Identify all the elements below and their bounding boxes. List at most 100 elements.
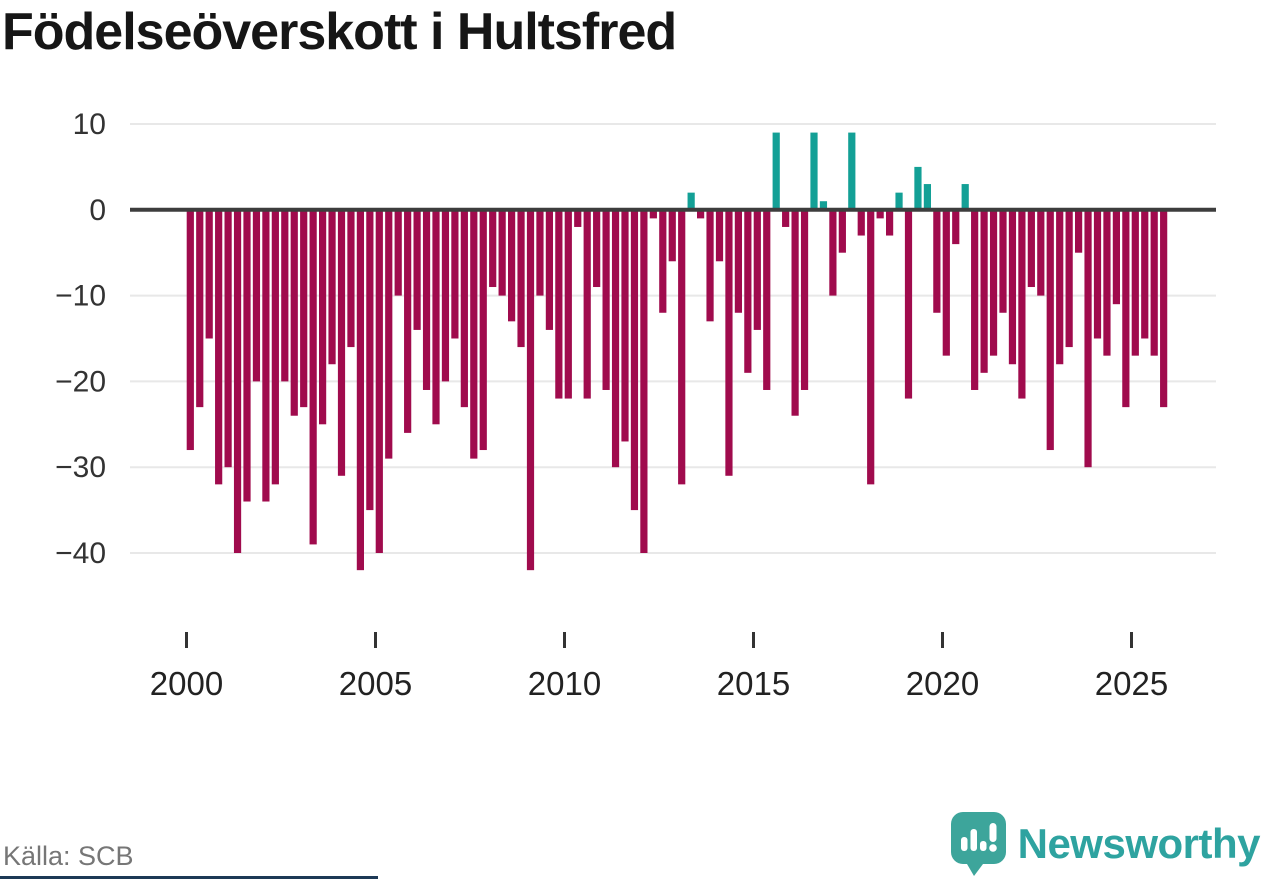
bar-2024-q3[interactable] <box>1112 209 1120 305</box>
bar-2013-q2[interactable] <box>687 192 695 210</box>
bar-2019-q3[interactable] <box>923 184 931 210</box>
bar-2023-q3[interactable] <box>1075 209 1083 253</box>
bar-2015-q4[interactable] <box>782 209 790 227</box>
bar-2017-q3[interactable] <box>848 132 856 210</box>
bar-2025-q2[interactable] <box>1141 209 1149 339</box>
bar-2006-q3[interactable] <box>432 209 440 425</box>
bar-2005-q3[interactable] <box>394 209 402 296</box>
bar-2010-q1[interactable] <box>564 209 572 399</box>
bar-2007-q1[interactable] <box>451 209 459 339</box>
bar-2019-q2[interactable] <box>914 166 922 210</box>
bar-2003-q3[interactable] <box>319 209 327 425</box>
bar-2014-q4[interactable] <box>744 209 752 373</box>
bar-2021-q3[interactable] <box>999 209 1007 313</box>
bar-2022-q4[interactable] <box>1046 209 1054 451</box>
bar-2007-q4[interactable] <box>479 209 487 451</box>
bar-2004-q3[interactable] <box>356 209 364 571</box>
bar-2016-q2[interactable] <box>800 209 809 390</box>
bar-2022-q2[interactable] <box>1027 209 1035 288</box>
bar-2015-q1[interactable] <box>753 209 761 330</box>
bar-2017-q1[interactable] <box>829 209 837 296</box>
bar-2020-q4[interactable] <box>971 209 979 390</box>
bar-2013-q4[interactable] <box>706 209 714 322</box>
bar-2018-q2[interactable] <box>876 209 884 219</box>
bar-2021-q1[interactable] <box>980 209 988 373</box>
bar-2015-q2[interactable] <box>763 209 771 390</box>
bar-2006-q1[interactable] <box>413 209 421 330</box>
newsworthy-logo[interactable]: Newsworthy <box>950 812 1261 876</box>
bar-2004-q1[interactable] <box>337 209 346 476</box>
bar-2022-q3[interactable] <box>1037 209 1045 296</box>
bar-2000-q3[interactable] <box>205 209 213 339</box>
bar-2019-q1[interactable] <box>904 209 913 399</box>
bar-2010-q4[interactable] <box>593 209 601 288</box>
bar-2022-q1[interactable] <box>1018 209 1026 399</box>
bar-2001-q3[interactable] <box>243 209 251 502</box>
bar-2008-q2[interactable] <box>498 209 506 296</box>
bar-2000-q4[interactable] <box>215 209 223 485</box>
bar-2011-q4[interactable] <box>630 209 639 511</box>
bar-2017-q2[interactable] <box>838 209 846 253</box>
bar-2013-q1[interactable] <box>678 209 686 485</box>
bar-2015-q3[interactable] <box>772 132 780 210</box>
bar-2012-q4[interactable] <box>668 209 676 262</box>
bar-2014-q3[interactable] <box>734 209 742 313</box>
bar-2011-q1[interactable] <box>602 209 610 390</box>
bar-2024-q4[interactable] <box>1122 209 1130 408</box>
bar-2018-q1[interactable] <box>867 209 875 485</box>
bar-2012-q3[interactable] <box>659 209 667 313</box>
bar-2025-q4[interactable] <box>1160 209 1168 408</box>
bar-2014-q1[interactable] <box>715 209 724 262</box>
bar-2021-q4[interactable] <box>1008 209 1017 365</box>
bar-2008-q3[interactable] <box>508 209 516 322</box>
bar-2017-q4[interactable] <box>857 209 865 236</box>
bar-2023-q2[interactable] <box>1065 209 1073 348</box>
bar-2011-q3[interactable] <box>621 209 629 442</box>
bar-2023-q4[interactable] <box>1084 209 1092 468</box>
bar-2007-q3[interactable] <box>470 209 478 459</box>
bar-2005-q1[interactable] <box>375 209 383 554</box>
bar-2001-q2[interactable] <box>233 209 242 554</box>
bar-2020-q1[interactable] <box>942 209 950 356</box>
bar-2000-q2[interactable] <box>196 209 204 408</box>
bar-2016-q4[interactable] <box>819 201 828 210</box>
bar-2018-q4[interactable] <box>895 192 903 210</box>
bar-2008-q4[interactable] <box>517 209 525 348</box>
bar-2016-q1[interactable] <box>791 209 799 416</box>
bar-2009-q1[interactable] <box>526 209 535 571</box>
bar-2004-q2[interactable] <box>347 209 355 348</box>
bar-2025-q1[interactable] <box>1131 209 1139 356</box>
bar-2018-q3[interactable] <box>886 209 894 236</box>
bar-2019-q4[interactable] <box>933 209 941 313</box>
bar-2025-q3[interactable] <box>1150 209 1158 356</box>
bar-2013-q3[interactable] <box>697 209 705 219</box>
bar-2016-q3[interactable] <box>810 132 818 210</box>
bar-2010-q3[interactable] <box>583 209 591 399</box>
bar-2012-q2[interactable] <box>649 209 657 219</box>
bar-2024-q1[interactable] <box>1093 209 1102 339</box>
bar-2002-q2[interactable] <box>271 209 279 485</box>
bar-2003-q1[interactable] <box>300 209 308 408</box>
bar-2009-q4[interactable] <box>555 209 563 399</box>
bar-2011-q2[interactable] <box>611 209 620 468</box>
bar-2020-q3[interactable] <box>961 184 969 210</box>
bar-2014-q2[interactable] <box>725 209 733 476</box>
bar-2008-q1[interactable] <box>489 209 497 288</box>
bar-2001-q1[interactable] <box>224 209 232 468</box>
bar-2007-q2[interactable] <box>460 209 468 408</box>
bar-2024-q2[interactable] <box>1103 209 1111 356</box>
bar-2002-q1[interactable] <box>262 209 270 502</box>
bar-2009-q3[interactable] <box>545 209 553 330</box>
bar-2009-q2[interactable] <box>536 209 544 296</box>
bar-2001-q4[interactable] <box>252 209 261 382</box>
bar-2010-q2[interactable] <box>574 209 582 227</box>
bar-2012-q1[interactable] <box>640 209 648 554</box>
bar-2002-q3[interactable] <box>281 209 289 382</box>
bar-2004-q4[interactable] <box>366 209 374 511</box>
bar-2000-q1[interactable] <box>186 209 194 451</box>
bar-2023-q1[interactable] <box>1056 209 1064 365</box>
bar-2005-q2[interactable] <box>385 209 393 459</box>
bar-2020-q2[interactable] <box>952 209 960 245</box>
bar-2003-q4[interactable] <box>328 209 336 365</box>
bar-2005-q4[interactable] <box>404 209 412 433</box>
